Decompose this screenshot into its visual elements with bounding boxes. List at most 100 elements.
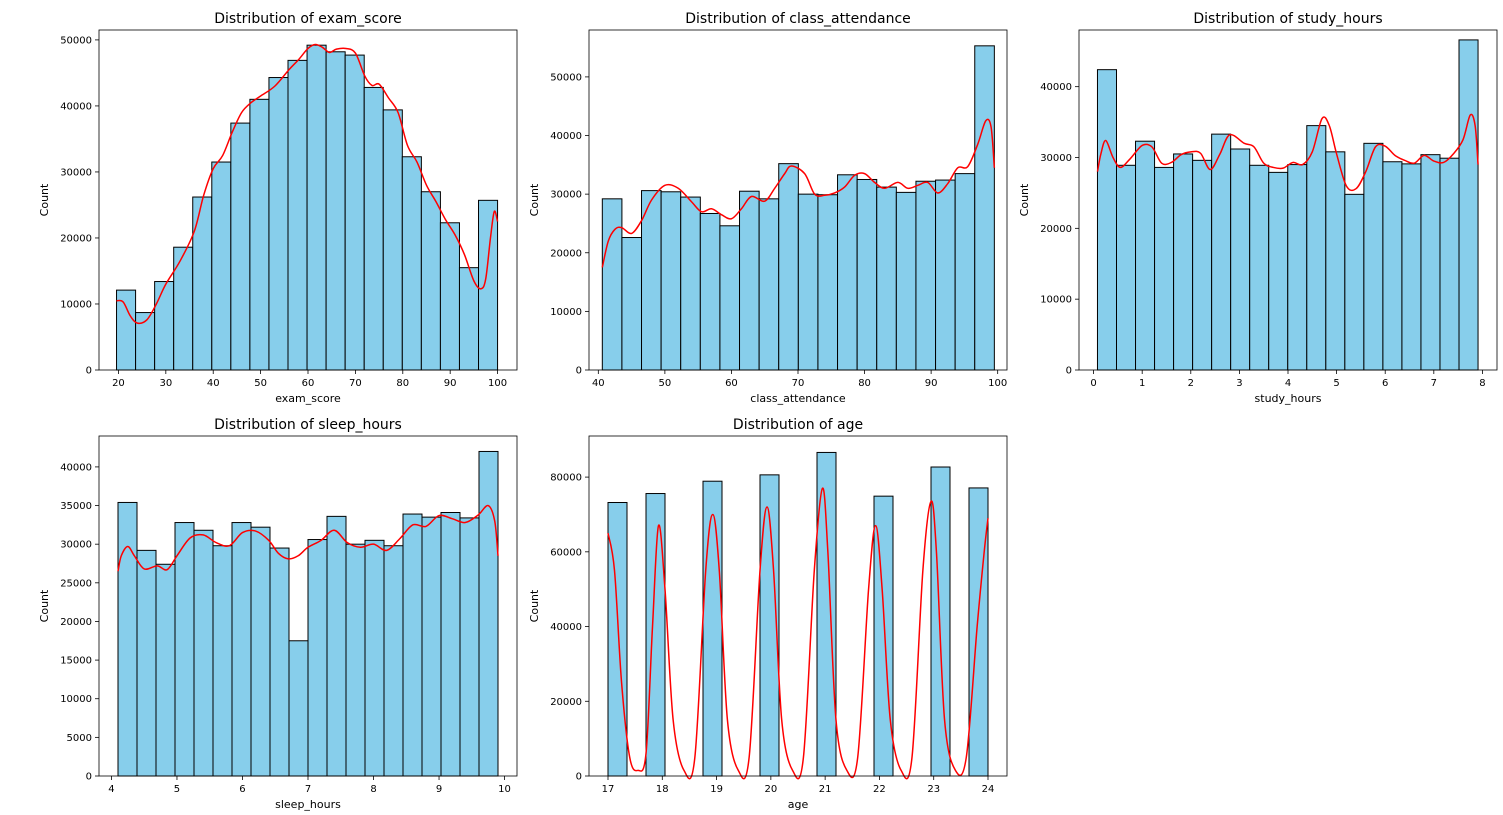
histogram-bar [1325, 151, 1346, 371]
subplot-4: 4 5 6 7 8 9 10 0 5000 10000 15000 20000 25000 30000 35… [38, 417, 518, 811]
histogram-bar [382, 109, 403, 371]
histogram-bar [739, 190, 760, 371]
y-tick-label: 40000 [60, 462, 92, 473]
histogram-bar [211, 161, 232, 371]
histogram-bar [601, 198, 623, 371]
histogram-bar [778, 163, 799, 371]
y-tick-label: 0 [576, 772, 582, 783]
x-tick-label: 3 [1236, 378, 1242, 389]
x-tick-label: 10 [498, 784, 511, 795]
histogram-bar [1192, 159, 1213, 371]
histogram-bar [1401, 163, 1422, 371]
y-tick-label: 0 [86, 772, 92, 783]
histogram-bar [192, 196, 213, 371]
kde-line [116, 43, 499, 325]
histogram-bar [1173, 153, 1194, 371]
y-tick-label: 0 [576, 366, 582, 377]
x-axis-label: age [788, 798, 809, 811]
histogram-bar [231, 522, 252, 777]
y-axis-label: Count [38, 183, 51, 216]
y-axis-label: Count [38, 589, 51, 622]
x-tick-label: 1 [1139, 378, 1145, 389]
histogram-bar [155, 563, 176, 777]
histogram-bar [306, 44, 327, 371]
subplot-1: 20 30 40 50 60 70 80 90 100 0 10000 20000 30000 40000… [38, 11, 518, 405]
histogram-bar [288, 640, 309, 777]
x-tick-label: 60 [302, 378, 315, 389]
histogram-bar [325, 51, 346, 371]
x-tick-label: 90 [444, 378, 457, 389]
histogram-bar [758, 198, 780, 371]
axes-frame [588, 435, 1008, 777]
histogram-bar [954, 173, 976, 371]
histogram-bar [249, 98, 270, 371]
histogram-bar [136, 549, 157, 777]
y-tick-label: 30000 [1040, 153, 1072, 164]
y-tick-label: 0 [1066, 366, 1072, 377]
y-tick-label: 15000 [60, 656, 92, 667]
histogram-bar [1249, 164, 1270, 371]
y-tick-label: 30000 [60, 167, 92, 178]
histogram-bar [719, 225, 741, 371]
histogram-bar [345, 543, 366, 777]
kde-line [607, 487, 989, 780]
y-axis-label: Count [1018, 183, 1031, 216]
y-tick-label: 10000 [60, 299, 92, 310]
subplot-2: 40 50 60 70 80 90 100 0 10000 20000 30000 40000 5000… [528, 11, 1008, 405]
histogram-bar [307, 539, 328, 777]
histogram-bar [117, 501, 138, 777]
histogram-bar [212, 545, 233, 777]
x-tick-label: 9 [436, 784, 442, 795]
histogram-bar [645, 493, 666, 777]
x-tick-label: 6 [239, 784, 245, 795]
x-tick-label: 17 [602, 784, 615, 795]
histogram-bar [268, 77, 289, 371]
y-tick-label: 10000 [1040, 295, 1072, 306]
histogram-bar [680, 196, 701, 371]
histogram-bar [702, 480, 723, 777]
histogram-bar [968, 487, 989, 777]
x-tick-label: 21 [819, 784, 832, 795]
x-tick-label: 8 [1479, 378, 1485, 389]
x-tick-label: 8 [370, 784, 376, 795]
histogram-bar [193, 529, 214, 777]
histogram-bar [876, 186, 897, 371]
histogram-bar [230, 122, 251, 371]
x-tick-label: 7 [305, 784, 311, 795]
histogram-bar [856, 178, 878, 371]
kde-line [1096, 113, 1479, 192]
x-tick-label: 70 [349, 378, 362, 389]
histogram-bar [1135, 140, 1156, 371]
histogram-bar [363, 86, 384, 371]
histogram-bar [1268, 171, 1289, 371]
x-tick-label: 18 [656, 784, 669, 795]
histogram-bar [250, 526, 271, 777]
histogram-bar [935, 179, 956, 371]
y-tick-label: 80000 [550, 473, 582, 484]
histogram-bar [344, 54, 365, 371]
y-tick-label: 40000 [550, 131, 582, 142]
x-tick-label: 2 [1188, 378, 1194, 389]
chart-title: Distribution of study_hours [1193, 11, 1382, 27]
x-tick-label: 19 [710, 784, 723, 795]
x-tick-label: 80 [396, 378, 409, 389]
histogram-bar [1096, 69, 1117, 371]
y-tick-label: 40000 [60, 101, 92, 112]
y-tick-label: 50000 [550, 72, 582, 83]
histogram-bar [1382, 161, 1403, 371]
subplot-5: 17 18 19 20 21 22 23 24 0 20000 40000 60000 80000 Dis… [528, 417, 1008, 811]
histogram-bar [915, 180, 937, 371]
kde-line [601, 118, 996, 268]
y-tick-label: 0 [86, 366, 92, 377]
histogram-bar [440, 512, 461, 777]
subplot-3: 0 1 2 3 4 5 6 7 8 0 10000 20000 30000 40000 Distributi… [1018, 11, 1498, 405]
histogram-bar [1306, 125, 1327, 371]
histogram-bar [895, 191, 917, 371]
histogram-bar [641, 190, 662, 371]
x-tick-label: 30 [159, 378, 172, 389]
y-tick-label: 20000 [550, 697, 582, 708]
histogram-bar [478, 199, 499, 371]
x-tick-label: 100 [488, 378, 507, 389]
x-tick-label: 20 [764, 784, 777, 795]
